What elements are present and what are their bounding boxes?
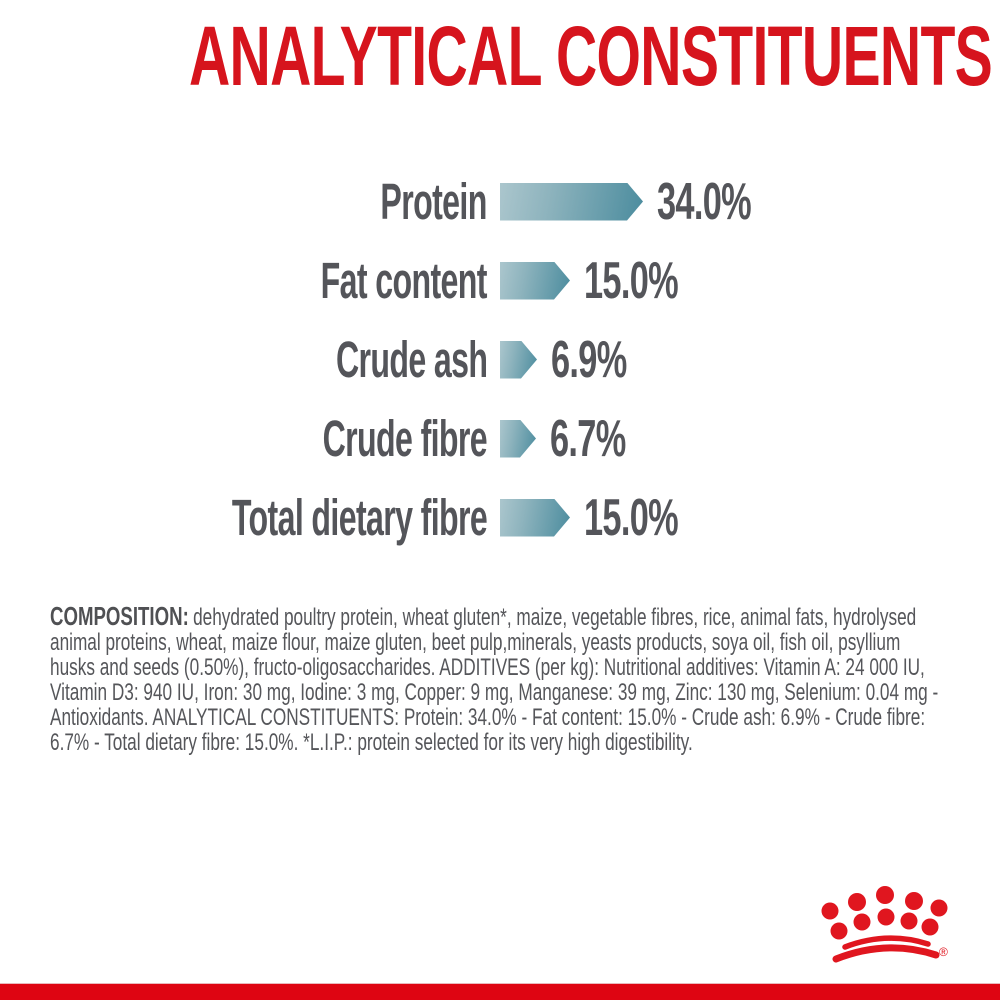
- crown-dots: [821, 886, 948, 940]
- royal-canin-crown-logo: ®: [821, 886, 948, 963]
- constituent-value: 6.7%: [550, 409, 665, 469]
- constituent-value-text: 6.7%: [550, 409, 626, 468]
- composition-body: dehydrated poultry protein, wheat gluten…: [50, 604, 939, 756]
- constituent-value: 15.0%: [584, 251, 726, 311]
- constituent-label-text: Total dietary fibre: [231, 489, 488, 546]
- constituent-label-text: Protein: [380, 173, 488, 230]
- constituent-bar: [500, 262, 570, 300]
- constituent-bar: [500, 420, 536, 458]
- constituent-label-text: Crude fibre: [322, 410, 488, 467]
- constituent-row: Crude fibre 6.7%: [0, 399, 1000, 478]
- constituent-row: Total dietary fibre 15.0%: [0, 478, 1000, 557]
- constituent-label: Total dietary fibre: [0, 488, 488, 547]
- constituent-label-text: Crude ash: [335, 331, 488, 388]
- constituent-label: Crude ash: [0, 330, 488, 389]
- constituent-label: Protein: [0, 172, 488, 231]
- page-title: ANALYTICAL CONSTITUENTS: [0, 14, 1000, 98]
- bottom-red-strip: [0, 983, 1000, 1000]
- constituent-bar: [500, 499, 570, 537]
- constituent-value-text: 6.9%: [551, 330, 627, 389]
- constituent-value-text: 15.0%: [584, 488, 679, 547]
- constituent-value: 34.0%: [657, 172, 799, 232]
- constituent-value-text: 15.0%: [584, 251, 679, 310]
- constituent-label: Fat content: [0, 251, 488, 310]
- constituent-row: Protein 34.0%: [0, 162, 1000, 241]
- registered-trademark-icon: ®: [939, 945, 948, 959]
- crown-arcs: [832, 935, 940, 963]
- constituents-chart: Protein 34.0% Fat content 15.0% Crude as…: [0, 162, 1000, 557]
- constituent-value: 15.0%: [584, 488, 726, 548]
- constituent-label-text: Fat content: [320, 252, 488, 309]
- constituent-bar: [500, 341, 537, 379]
- constituent-row: Fat content 15.0%: [0, 241, 1000, 320]
- page-title-text: ANALYTICAL CONSTITUENTS: [188, 9, 993, 103]
- constituent-row: Crude ash 6.9%: [0, 320, 1000, 399]
- constituent-bar: [500, 183, 643, 221]
- composition-heading: COMPOSITION:: [50, 601, 189, 631]
- constituent-label: Crude fibre: [0, 409, 488, 468]
- constituent-value: 6.9%: [551, 330, 666, 390]
- constituent-value-text: 34.0%: [657, 172, 752, 231]
- composition-paragraph: COMPOSITION: dehydrated poultry protein, …: [50, 601, 950, 756]
